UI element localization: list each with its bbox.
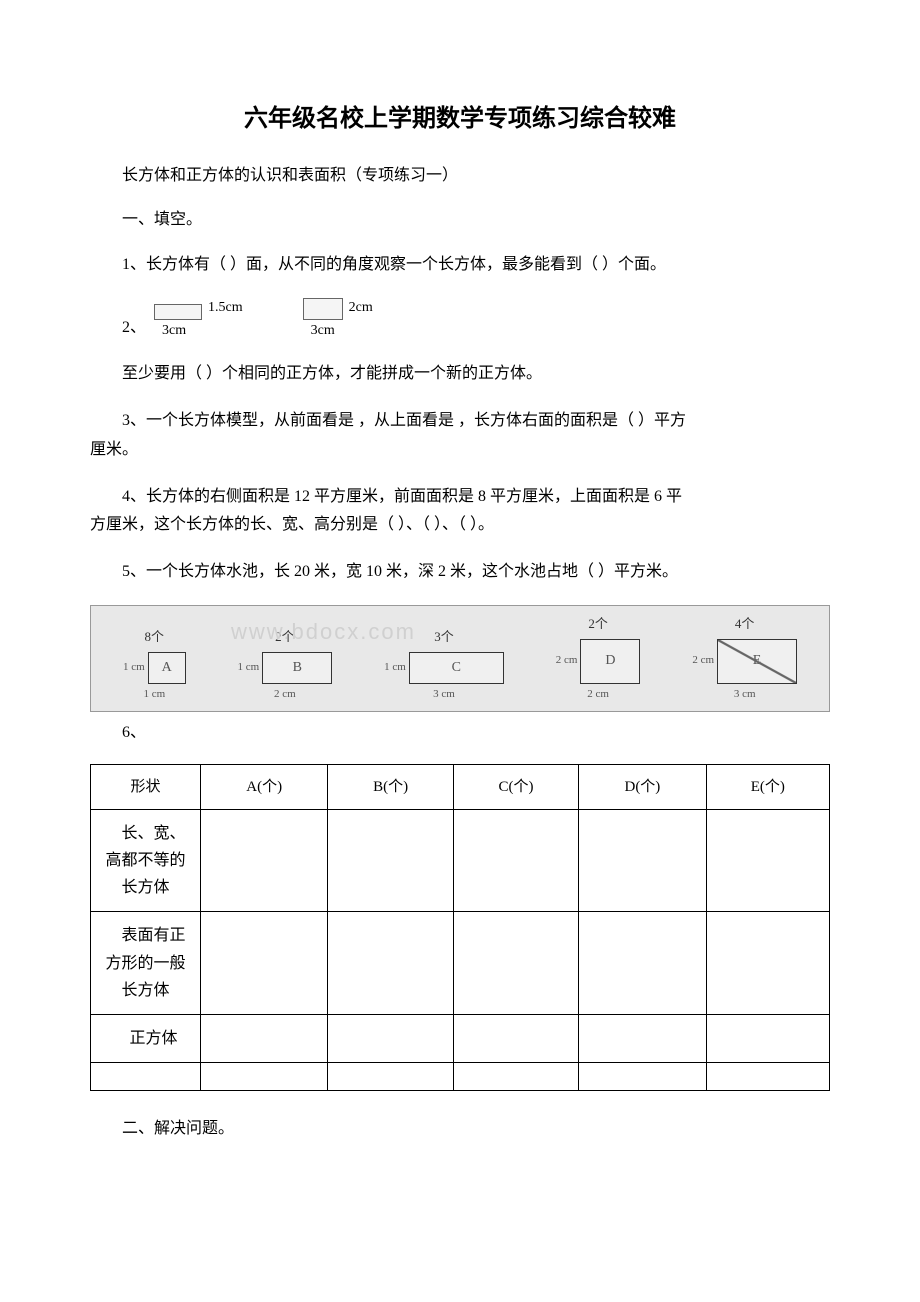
table-row [91, 1063, 830, 1091]
table-cell [328, 1063, 453, 1091]
question-1: 1、长方体有（ ）面，从不同的角度观察一个长方体，最多能看到（ ）个面。 [90, 251, 830, 280]
row-label: 长、宽、高都不等的长方体 [91, 809, 201, 912]
answer-table: 形状 A(个) B(个) C(个) D(个) E(个) 长、宽、高都不等的长方体… [90, 764, 830, 1091]
row-label: 正方体 [91, 1015, 201, 1063]
table-header: 形状 [91, 764, 201, 809]
table-cell [328, 1015, 453, 1063]
row-label: 表面有正方形的一般长方体 [91, 912, 201, 1015]
table-cell [201, 1015, 328, 1063]
table-header: B(个) [328, 764, 453, 809]
table-cell [453, 912, 578, 1015]
q2-box2-bottom-label: 3cm [303, 320, 335, 342]
q2-box-2 [303, 298, 343, 320]
shape-a-rect: A [148, 652, 186, 684]
table-cell [706, 912, 829, 1015]
shape-a-group: 8个 1 cm A 1 cm [123, 627, 186, 703]
question-2-number: 2、 [122, 315, 146, 343]
table-cell [579, 1063, 706, 1091]
shape-d-rect: D [580, 639, 640, 684]
shape-c-rect: C [409, 652, 504, 684]
table-header-row: 形状 A(个) B(个) C(个) D(个) E(个) [91, 764, 830, 809]
table-cell [453, 809, 578, 912]
shape-b-group: 2个 1 cm B 2 cm [238, 627, 333, 703]
table-cell [706, 809, 829, 912]
question-6-number: 6、 [90, 720, 830, 746]
table-header: C(个) [453, 764, 578, 809]
row-label [91, 1063, 201, 1091]
question-2-text: 至少要用（ ）个相同的正方体，才能拼成一个新的正方体。 [90, 360, 830, 389]
table-cell [453, 1063, 578, 1091]
question-4: 4、长方体的右侧面积是 12 平方厘米，前面面积是 8 平方厘米，上面面积是 6… [90, 483, 830, 541]
table-header: E(个) [706, 764, 829, 809]
table-header: A(个) [201, 764, 328, 809]
table-cell [201, 809, 328, 912]
q2-box2-right-label: 2cm [349, 297, 373, 319]
page-title: 六年级名校上学期数学专项练习综合较难 [90, 100, 830, 138]
q2-figure-2: 2cm 3cm [303, 297, 373, 342]
table-cell [453, 1015, 578, 1063]
q2-box1-bottom-label: 3cm [154, 320, 186, 342]
q2-box-1 [154, 304, 202, 320]
question-5: 5、一个长方体水池，长 20 米，宽 10 米，深 2 米，这个水池占地（ ）平… [90, 558, 830, 587]
shape-e-rect: E [717, 639, 797, 684]
question-2-diagram: 2、 1.5cm 3cm 2cm 3cm [90, 297, 830, 342]
table-row: 表面有正方形的一般长方体 [91, 912, 830, 1015]
question-3: 3、一个长方体模型，从前面看是 ，从上面看是 ，长方体右面的面积是（ ）平方 厘… [90, 407, 830, 465]
table-cell [579, 809, 706, 912]
table-cell [579, 912, 706, 1015]
q2-box1-right-label: 1.5cm [208, 297, 243, 319]
table-cell [328, 809, 453, 912]
shape-d-group: 2个 2 cm D 2 cm [556, 614, 641, 703]
table-cell [579, 1015, 706, 1063]
table-cell [706, 1063, 829, 1091]
section-2-heading: 二、解决问题。 [90, 1116, 830, 1142]
shape-e-group: 4个 2 cm E 3 cm [692, 614, 797, 703]
shape-b-rect: B [262, 652, 332, 684]
section-1-heading: 一、填空。 [90, 207, 830, 233]
table-cell [201, 1063, 328, 1091]
worksheet-subtitle: 长方体和正方体的认识和表面积（专项练习一） [90, 163, 830, 189]
table-header: D(个) [579, 764, 706, 809]
table-cell [201, 912, 328, 1015]
table-row: 正方体 [91, 1015, 830, 1063]
table-cell [706, 1015, 829, 1063]
shape-c-group: 3个 1 cm C 3 cm [384, 627, 504, 703]
shapes-figure: www.bdocx.com 8个 1 cm A 1 cm 2个 1 cm B 2… [90, 605, 830, 712]
table-cell [328, 912, 453, 1015]
table-row: 长、宽、高都不等的长方体 [91, 809, 830, 912]
q2-figure-1: 1.5cm 3cm [154, 297, 243, 342]
